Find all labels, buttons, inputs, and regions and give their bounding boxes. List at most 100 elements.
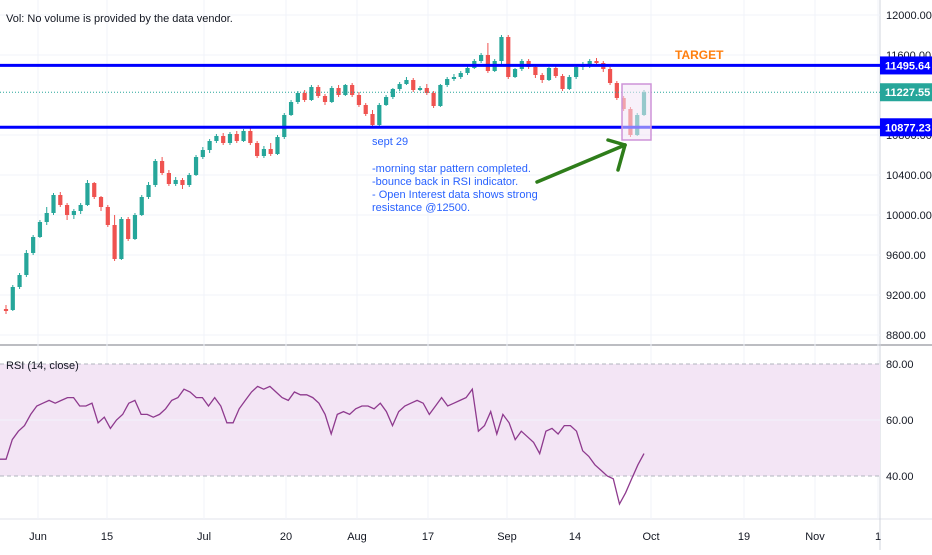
candle[interactable] bbox=[390, 88, 395, 99]
candle-body bbox=[397, 84, 402, 89]
candle[interactable] bbox=[553, 66, 558, 78]
candle[interactable] bbox=[458, 71, 463, 79]
candle[interactable] bbox=[316, 85, 321, 98]
candle[interactable] bbox=[17, 273, 22, 289]
candle[interactable] bbox=[560, 74, 565, 91]
candle[interactable] bbox=[24, 250, 29, 277]
candle[interactable] bbox=[275, 135, 280, 155]
candle[interactable] bbox=[397, 82, 402, 91]
candle[interactable] bbox=[234, 131, 239, 143]
candle-body bbox=[485, 55, 490, 71]
candle[interactable] bbox=[574, 65, 579, 79]
candle[interactable] bbox=[119, 217, 124, 260]
candle[interactable] bbox=[512, 68, 518, 78]
candle[interactable] bbox=[98, 196, 104, 211]
candle-body bbox=[227, 134, 233, 143]
candle[interactable] bbox=[173, 177, 178, 186]
candle[interactable] bbox=[479, 53, 484, 63]
candle[interactable] bbox=[485, 43, 490, 73]
candle-body bbox=[78, 205, 83, 211]
candle[interactable] bbox=[221, 133, 226, 145]
candle[interactable] bbox=[139, 195, 144, 216]
candle[interactable] bbox=[506, 35, 511, 79]
candle[interactable] bbox=[37, 220, 43, 238]
candle[interactable] bbox=[329, 86, 334, 103]
candle[interactable] bbox=[227, 132, 233, 145]
candle[interactable] bbox=[295, 91, 300, 104]
candle-body bbox=[451, 77, 457, 79]
candle-body bbox=[126, 219, 131, 239]
candle[interactable] bbox=[431, 91, 436, 108]
candle[interactable] bbox=[268, 143, 273, 156]
candle[interactable] bbox=[322, 94, 328, 105]
candle[interactable] bbox=[451, 74, 457, 81]
candle[interactable] bbox=[404, 77, 409, 85]
candle[interactable] bbox=[614, 81, 619, 100]
price-tick-label: 10400.00 bbox=[886, 170, 932, 182]
rsi-series-line[interactable] bbox=[0, 385, 645, 506]
candle[interactable] bbox=[78, 203, 83, 214]
candle[interactable] bbox=[3, 305, 9, 314]
candle[interactable] bbox=[607, 67, 613, 85]
candle[interactable] bbox=[383, 95, 389, 106]
candle[interactable] bbox=[92, 182, 97, 199]
candle[interactable] bbox=[377, 103, 382, 126]
candle[interactable] bbox=[105, 205, 110, 227]
annotation-arrow[interactable] bbox=[535, 138, 627, 184]
candle-body bbox=[37, 222, 43, 237]
candle[interactable] bbox=[241, 129, 246, 142]
candle[interactable] bbox=[214, 134, 219, 143]
candle-body bbox=[424, 88, 429, 93]
candle[interactable] bbox=[187, 173, 192, 187]
candle-body bbox=[139, 197, 144, 215]
candle[interactable] bbox=[350, 83, 355, 97]
candle[interactable] bbox=[112, 215, 117, 261]
candle[interactable] bbox=[58, 192, 63, 207]
candle[interactable] bbox=[424, 84, 429, 95]
candle[interactable] bbox=[411, 78, 416, 92]
candle[interactable] bbox=[31, 235, 36, 255]
candle[interactable] bbox=[445, 77, 450, 87]
candle[interactable] bbox=[166, 170, 171, 186]
candle[interactable] bbox=[255, 141, 260, 158]
candle[interactable] bbox=[465, 66, 470, 75]
candle[interactable] bbox=[126, 217, 131, 241]
candle[interactable] bbox=[499, 35, 504, 65]
candle[interactable] bbox=[160, 157, 165, 175]
candle[interactable] bbox=[343, 84, 348, 96]
candle[interactable] bbox=[85, 180, 90, 206]
candle[interactable] bbox=[180, 178, 185, 189]
axes[interactable]: 12000.0011600.0010800.0010400.0010000.00… bbox=[29, 10, 932, 543]
candle[interactable] bbox=[309, 85, 314, 101]
candle[interactable] bbox=[356, 92, 362, 107]
pattern-highlight-box[interactable] bbox=[621, 83, 652, 141]
candle[interactable] bbox=[302, 90, 307, 102]
candle[interactable] bbox=[200, 147, 205, 159]
candle[interactable] bbox=[71, 209, 76, 219]
candle[interactable] bbox=[146, 182, 151, 199]
candle[interactable] bbox=[51, 193, 56, 215]
candle[interactable] bbox=[567, 75, 572, 90]
candle[interactable] bbox=[153, 159, 158, 187]
candle[interactable] bbox=[370, 110, 375, 128]
candle[interactable] bbox=[336, 85, 341, 97]
candle[interactable] bbox=[261, 146, 267, 158]
last-price-tag: 11227.55 bbox=[885, 87, 930, 99]
candle[interactable] bbox=[417, 86, 423, 91]
rsi-pane[interactable] bbox=[0, 363, 880, 506]
candle[interactable] bbox=[546, 67, 552, 81]
candle[interactable] bbox=[363, 103, 368, 116]
candle[interactable] bbox=[438, 84, 443, 107]
candle[interactable] bbox=[207, 139, 212, 153]
candle[interactable] bbox=[540, 73, 545, 83]
candle[interactable] bbox=[64, 203, 70, 220]
candle[interactable] bbox=[193, 155, 199, 176]
horizontal-levels[interactable] bbox=[0, 63, 880, 129]
candle[interactable] bbox=[248, 128, 253, 145]
candle[interactable] bbox=[44, 207, 49, 225]
candle[interactable] bbox=[10, 285, 15, 311]
candle[interactable] bbox=[132, 213, 138, 240]
candle[interactable] bbox=[288, 100, 294, 116]
